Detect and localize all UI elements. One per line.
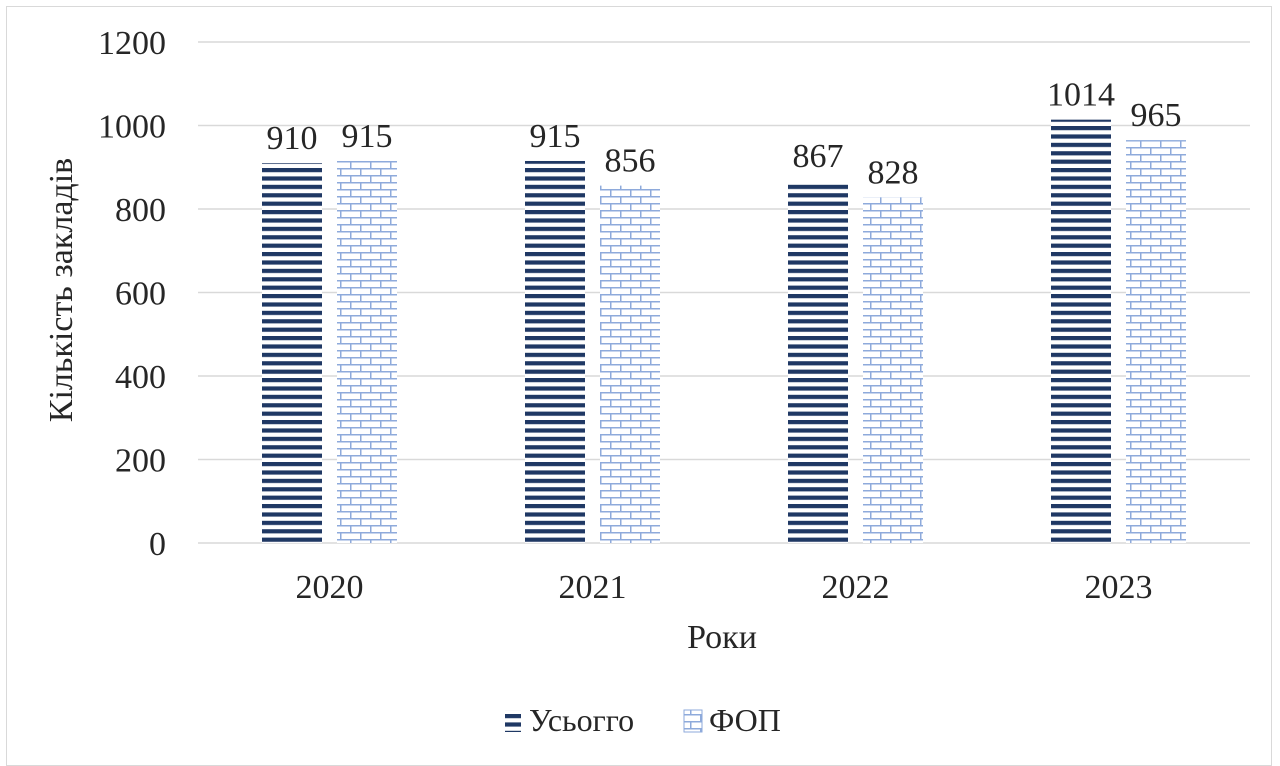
data-label-series-2: 915 <box>342 118 393 155</box>
x-axis-ticks: 2020 2021 2022 2023 <box>296 569 1153 606</box>
y-tick-label: 400 <box>115 359 166 396</box>
legend-label-series-1: Усьогго <box>529 702 634 738</box>
legend-item-series-2[interactable]: ФОП <box>683 702 781 738</box>
y-tick-label: 800 <box>115 192 166 229</box>
bar-series-1 <box>788 181 848 543</box>
legend-swatch-series-1 <box>505 710 521 732</box>
bar-series-1 <box>525 160 585 544</box>
y-tick-label: 0 <box>149 526 166 563</box>
y-tick-label: 1200 <box>98 25 166 62</box>
bar-series-2 <box>1126 140 1186 544</box>
data-label-series-1: 910 <box>267 120 318 157</box>
bar-series-2 <box>863 197 923 543</box>
x-tick-label: 2021 <box>559 569 627 606</box>
data-labels: 910 915 915 856 867 828 1014 965 <box>267 77 1182 192</box>
data-label-series-1: 867 <box>793 138 844 175</box>
x-axis-title: Роки <box>687 619 757 656</box>
legend-swatch-series-2 <box>683 709 703 733</box>
y-tick-label: 600 <box>115 276 166 313</box>
x-tick-label: 2022 <box>822 569 890 606</box>
y-tick-label: 1000 <box>98 109 166 146</box>
bar-series-2 <box>600 185 660 543</box>
bar-series-1 <box>1051 119 1111 543</box>
legend-item-series-1[interactable]: Усьогго <box>505 702 634 738</box>
legend-label-series-2: ФОП <box>709 702 781 738</box>
data-label-series-2: 828 <box>868 154 919 191</box>
data-label-series-2: 965 <box>1131 97 1182 134</box>
data-label-series-1: 1014 <box>1047 77 1115 114</box>
x-tick-label: 2023 <box>1085 569 1153 606</box>
bar-series-2 <box>337 160 397 544</box>
data-label-series-1: 915 <box>530 118 581 155</box>
y-tick-label: 200 <box>115 443 166 480</box>
bars <box>262 119 1186 544</box>
y-axis-title: Кількість закладів <box>43 158 80 422</box>
bar-series-1 <box>262 163 322 543</box>
y-axis-ticks: 0 200 400 600 800 1000 1200 <box>98 25 166 563</box>
x-tick-label: 2020 <box>296 569 364 606</box>
legend[interactable]: Усьогго ФОП <box>505 702 781 738</box>
data-label-series-2: 856 <box>605 143 656 180</box>
